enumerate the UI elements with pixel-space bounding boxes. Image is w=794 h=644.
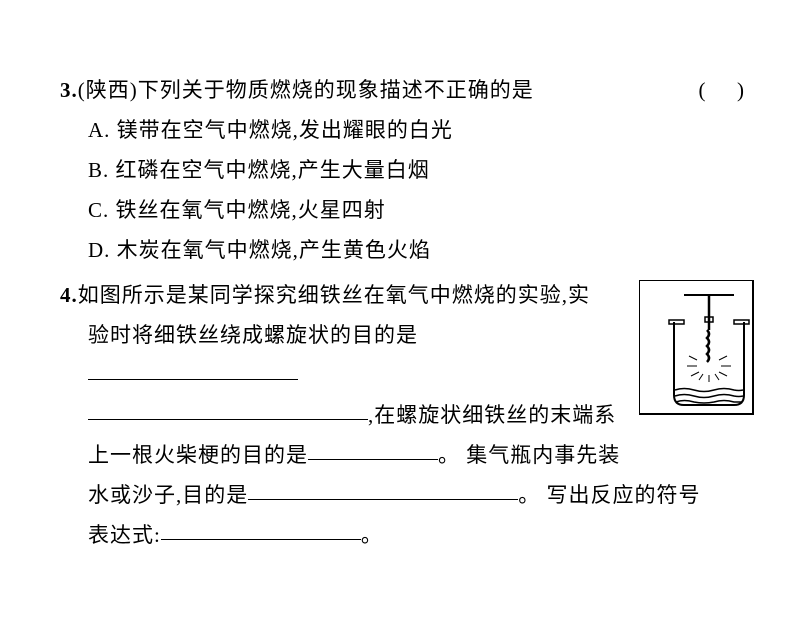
blank-2 xyxy=(308,459,438,460)
water-wave-2 xyxy=(675,395,743,398)
q4-line3-suffix: ,在螺旋状细铁丝的末端系 xyxy=(368,403,616,427)
q4-line1-text: 如图所示是某同学探究细铁丝在氧气中燃烧的实验,实 xyxy=(78,283,590,307)
diagram-border xyxy=(639,280,753,414)
q4-line6-prefix: 表达式: xyxy=(88,523,161,547)
q4-line3: ,在螺旋状细铁丝的末端系 xyxy=(60,395,619,435)
blank-4 xyxy=(161,539,361,540)
blank-3 xyxy=(248,499,518,500)
option-B: B. 红磷在空气中燃烧,产生大量白烟 xyxy=(60,150,744,190)
q4-line6: 表达式: 。 xyxy=(60,515,744,555)
answer-paren: ( ) xyxy=(699,70,745,110)
question-4: 4.如图所示是某同学探究细铁丝在氧气中燃烧的实验,实 验时将细铁丝绕成螺旋状的目… xyxy=(60,275,744,555)
option-D: D. 木炭在氧气中燃烧,产生黄色火焰 xyxy=(60,230,744,270)
option-A: A. 镁带在空气中燃烧,发出耀眼的白光 xyxy=(60,110,744,150)
q4-line5: 水或沙子,目的是 。 写出反应的符号 xyxy=(60,475,744,515)
paren-open: ( xyxy=(699,78,706,102)
q4-line4-suffix: 。 集气瓶内事先装 xyxy=(438,443,620,467)
water-wave-1 xyxy=(675,389,743,392)
question-3: 3.(陕西)下列关于物质燃烧的现象描述不正确的是 ( ) A. 镁带在空气中燃烧… xyxy=(60,70,744,270)
paren-close: ) xyxy=(737,78,744,102)
water-wave-3 xyxy=(676,401,742,404)
q4-line5-prefix: 水或沙子,目的是 xyxy=(88,483,248,507)
blank-1b xyxy=(88,419,368,420)
blank-1a xyxy=(88,379,298,380)
q3-stem-text: 下列关于物质燃烧的现象描述不正确的是 xyxy=(138,78,534,102)
q3-source: (陕西) xyxy=(78,78,138,102)
jar-lip-left xyxy=(669,320,684,324)
q4-line5-suffix: 。 写出反应的符号 xyxy=(518,483,700,507)
q4-line2-text: 验时将细铁丝绕成螺旋状的目的是 xyxy=(88,323,418,347)
q4-number: 4. xyxy=(60,283,78,307)
option-C: C. 铁丝在氧气中燃烧,火星四射 xyxy=(60,190,744,230)
q3-number: 3. xyxy=(60,78,78,102)
iron-coil xyxy=(707,330,709,362)
q4-line4-prefix: 上一根火柴梗的目的是 xyxy=(88,443,308,467)
q3-main-text: 3.(陕西)下列关于物质燃烧的现象描述不正确的是 xyxy=(60,70,534,110)
gas-jar-diagram xyxy=(639,280,754,415)
jar-lip-right xyxy=(734,320,749,324)
q4-line2: 验时将细铁丝绕成螺旋状的目的是 xyxy=(60,315,619,395)
q4-line1: 4.如图所示是某同学探究细铁丝在氧气中燃烧的实验,实 xyxy=(60,275,619,315)
question-3-stem: 3.(陕西)下列关于物质燃烧的现象描述不正确的是 ( ) xyxy=(60,70,744,110)
q4-line6-suffix: 。 xyxy=(361,523,383,547)
q4-line4: 上一根火柴梗的目的是 。 集气瓶内事先装 xyxy=(60,435,744,475)
